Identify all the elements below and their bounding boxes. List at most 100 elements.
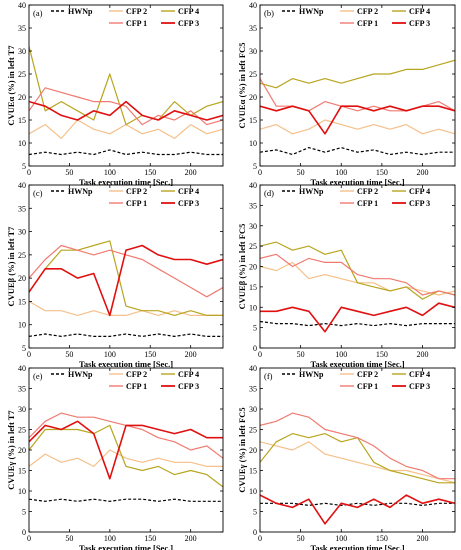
y-tick-label: 35 <box>249 24 257 33</box>
panel-letter: (d) <box>264 188 274 198</box>
legend-entry: CFP 1 <box>126 382 147 391</box>
y-tick-label: 40 <box>18 1 26 10</box>
series-line-cfp-1 <box>260 412 455 480</box>
legend-entry: CFP 3 <box>409 199 430 208</box>
legend: HWNp CFP 2 CFP 4 CFP 1 CFP 3 <box>282 7 430 28</box>
series-line-cfp-3 <box>29 100 223 121</box>
series-line-hwnp <box>29 498 223 502</box>
axis-frame <box>28 4 224 167</box>
series-line-cfp-1 <box>29 87 223 126</box>
y-tick-label: 35 <box>18 204 26 213</box>
y-tick-label: 25 <box>18 251 26 260</box>
y-tick-label: 20 <box>249 263 257 272</box>
series-line-cfp-2 <box>260 119 455 135</box>
y-tick-label: 15 <box>18 297 26 306</box>
series-line-hwnp <box>29 333 223 337</box>
x-tick-label: 150 <box>376 534 388 543</box>
x-tick-label: 100 <box>104 168 116 177</box>
y-tick-label: 5 <box>253 324 257 333</box>
y-tick-label: 10 <box>249 487 257 496</box>
y-tick-label: 15 <box>18 116 26 125</box>
y-tick-label: 40 <box>18 364 26 373</box>
series-line-cfp-1 <box>29 412 223 459</box>
legend: HWNp CFP 2 CFP 4 CFP 1 CFP 3 <box>51 7 199 28</box>
y-axis-label: CVUEγ (%) in left T7 <box>6 410 16 490</box>
y-tick-label: 15 <box>249 467 257 476</box>
legend-entry: CFP 4 <box>409 7 430 16</box>
series-line-cfp-3 <box>260 302 455 333</box>
x-tick-label: 100 <box>335 350 347 359</box>
x-tick-label: 0 <box>258 168 262 177</box>
legend-entry: CFP 4 <box>178 7 199 16</box>
y-tick-label: 5 <box>22 508 26 517</box>
series-line-hwnp <box>260 320 455 327</box>
series-line-cfp-3 <box>29 244 223 317</box>
panel-letter: (b) <box>264 8 274 18</box>
y-tick-label: 5 <box>22 344 26 353</box>
y-tick-label: 15 <box>18 467 26 476</box>
legend-entry: CFP 3 <box>409 382 430 391</box>
x-tick-label: 150 <box>376 168 388 177</box>
x-axis-label: Task execution time [Sec.] <box>310 543 404 550</box>
y-tick-label: 30 <box>18 228 26 237</box>
x-axis-label: Task execution time [Sec.] <box>310 177 404 187</box>
x-tick-label: 50 <box>297 534 305 543</box>
y-axis-label: CVUEγ (%) in left FC5 <box>237 407 247 492</box>
x-tick-label: 150 <box>376 350 388 359</box>
axis-frame <box>259 4 456 167</box>
x-tick-label: 200 <box>417 534 429 543</box>
legend-entry: CFP 4 <box>409 370 430 379</box>
legend-entry: CFP 1 <box>357 199 378 208</box>
y-tick-label: 35 <box>18 385 26 394</box>
legend-entry: CFP 4 <box>178 370 199 379</box>
x-tick-label: 200 <box>185 350 197 359</box>
x-tick-label: 200 <box>417 350 429 359</box>
legend: HWNp CFP 2 CFP 4 CFP 1 CFP 3 <box>282 370 430 391</box>
series-line-cfp-2 <box>260 261 455 296</box>
y-tick-label: 20 <box>18 446 26 455</box>
x-tick-label: 150 <box>144 534 156 543</box>
y-axis-label: CVUEα (%) in left FC5 <box>237 43 247 129</box>
x-axis-label: Task execution time [Sec.] <box>79 359 173 369</box>
y-tick-label: 20 <box>18 93 26 102</box>
plot-area <box>29 46 223 156</box>
legend-entry: HWNp <box>68 187 93 196</box>
y-tick-label: 10 <box>18 139 26 148</box>
legend-entry: CFP 4 <box>178 187 199 196</box>
x-tick-label: 100 <box>104 350 116 359</box>
y-tick-label: 35 <box>249 201 257 210</box>
legend-entry: CFP 2 <box>126 370 147 379</box>
x-tick-label: 50 <box>297 168 305 177</box>
x-tick-label: 100 <box>335 168 347 177</box>
x-tick-label: 150 <box>144 350 156 359</box>
plot-area <box>260 412 455 525</box>
chart-panel: 0 50 100 150 200 0 5 10 15 20 25 30 35 40 Task executi… <box>6 364 224 550</box>
series-line-cfp-4 <box>29 424 223 488</box>
legend-entry: CFP 3 <box>409 19 430 28</box>
x-tick-label: 0 <box>258 534 262 543</box>
x-tick-label: 0 <box>27 534 31 543</box>
x-tick-label: 50 <box>65 168 73 177</box>
series-line-cfp-4 <box>260 59 455 89</box>
axis-frame <box>28 184 224 349</box>
legend-entry: HWNp <box>68 7 93 16</box>
series-line-hwnp <box>260 502 455 506</box>
plot-area <box>29 412 223 502</box>
x-tick-label: 200 <box>185 168 197 177</box>
legend-entry: HWNp <box>68 370 93 379</box>
y-tick-label: 30 <box>249 222 257 231</box>
y-tick-label: 10 <box>18 487 26 496</box>
y-tick-label: 15 <box>249 283 257 292</box>
plot-area <box>260 241 455 333</box>
chart-panel: 0 50 100 150 200 5 10 15 20 25 30 35 40 Task executio… <box>237 1 456 187</box>
chart-panel: 0 50 100 150 200 5 10 15 20 25 30 35 40 Task executio… <box>6 1 224 187</box>
series-line-cfp-2 <box>29 300 223 316</box>
plot-area <box>29 240 223 337</box>
y-tick-label: 40 <box>18 181 26 190</box>
x-tick-label: 100 <box>335 534 347 543</box>
y-tick-label: 30 <box>249 47 257 56</box>
legend-entry: CFP 3 <box>178 19 199 28</box>
y-axis-label: CVUEβ (%) in left T7 <box>6 226 16 307</box>
x-tick-label: 200 <box>185 534 197 543</box>
